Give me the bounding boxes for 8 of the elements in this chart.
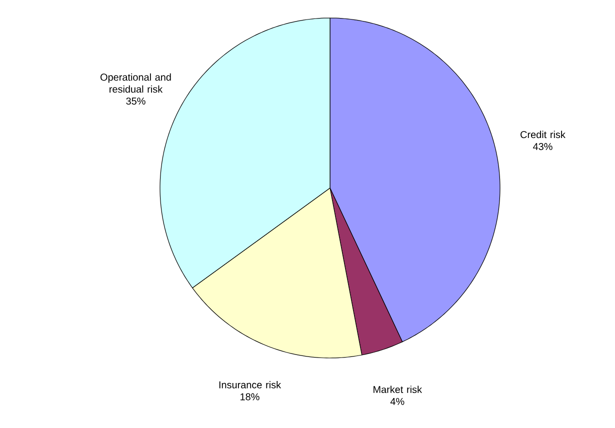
data-label: 18% [240, 393, 260, 400]
slice-label: Insurance risk [219, 381, 282, 388]
slice-label: Operational and residual risk [100, 73, 171, 93]
slice-label: Market risk [374, 386, 422, 394]
data-label: 43% [533, 143, 552, 150]
data-label: 35% [126, 98, 146, 105]
slice-label: Credit risk [520, 130, 566, 138]
data-label: 4% [390, 398, 404, 405]
